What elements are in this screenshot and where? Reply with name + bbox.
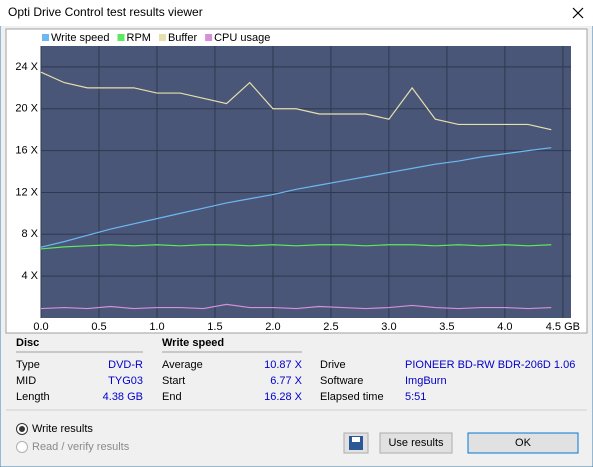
plot-area [41,46,571,318]
legend-label: Buffer [168,32,197,44]
x-tick-label: 0.0 [33,321,48,333]
section-header: Write speed [162,337,224,349]
button[interactable] [379,432,453,454]
info-value: TYG03 [108,375,143,387]
info-label: Software [320,375,363,387]
x-tick-label: 2.0 [265,321,280,333]
save-icon-label [352,437,360,442]
info-label: Drive [320,359,346,371]
radio-label[interactable]: Write results [32,423,93,435]
legend-swatch [42,34,49,41]
info-value: DVD-R [108,359,143,371]
button[interactable] [467,432,579,454]
info-label: Average [162,359,203,371]
info-value: 6.77 X [270,375,302,387]
x-tick-label: 3.0 [381,321,396,333]
y-tick-label: 16 X [15,145,38,157]
x-tick-label: 4.0 [497,321,512,333]
y-tick-label: 24 X [15,61,38,73]
x-tick-label: 4.5 GB [546,321,580,333]
radio-label: Read / verify results [32,441,130,453]
window-title: Opti Drive Control test results viewer [8,5,203,19]
info-label: Elapsed time [320,391,384,403]
x-tick-label: 1.5 [207,321,222,333]
series-line [40,244,552,250]
info-label: End [162,391,182,403]
title-bar [0,0,593,26]
legend-label: Write speed [51,32,110,44]
info-label: MID [16,375,36,387]
button-label[interactable]: OK [515,437,532,449]
close-button[interactable] [572,7,584,19]
legend-label: RPM [127,32,151,44]
info-label: Start [162,375,185,387]
info-label: Type [16,359,40,371]
series-line [40,71,552,131]
radio-dot [19,426,25,432]
y-tick-label: 20 X [15,103,38,115]
chart: 4 X 8 X 12 X 16 X 20 X 24 X 0.0 0.5 1.0 1.5 2.0 2.5… [15,32,580,333]
info-value: ImgBurn [405,375,447,387]
y-tick-label: 8 X [21,228,38,240]
section-header: Disc [16,337,39,349]
legend-label: CPU usage [214,32,270,44]
info-value: 16.28 X [264,391,303,403]
radio [16,441,28,453]
info-value: 5:51 [405,391,426,403]
legend-swatch [205,34,213,41]
x-tick-label: 3.5 [439,321,454,333]
y-tick-label: 12 X [15,186,38,198]
info-panel: Disc Type DVD-R MID TYG03 Length 4.38 GB Write … [16,337,579,454]
legend-swatch [117,34,125,41]
button-label[interactable]: Use results [388,437,444,449]
series-line [40,147,552,248]
legend-swatch [158,34,166,41]
info-value: 10.87 X [264,359,303,371]
x-tick-label: 2.5 [323,321,338,333]
x-tick-label: 1.0 [149,321,164,333]
y-tick-label: 4 X [21,270,38,282]
x-tick-label: 0.5 [91,321,106,333]
info-value: PIONEER BD-RW BDR-206D 1.06 [405,359,575,371]
info-value: 4.38 GB [103,391,143,403]
info-label: Length [16,391,50,403]
series-line [40,303,552,310]
